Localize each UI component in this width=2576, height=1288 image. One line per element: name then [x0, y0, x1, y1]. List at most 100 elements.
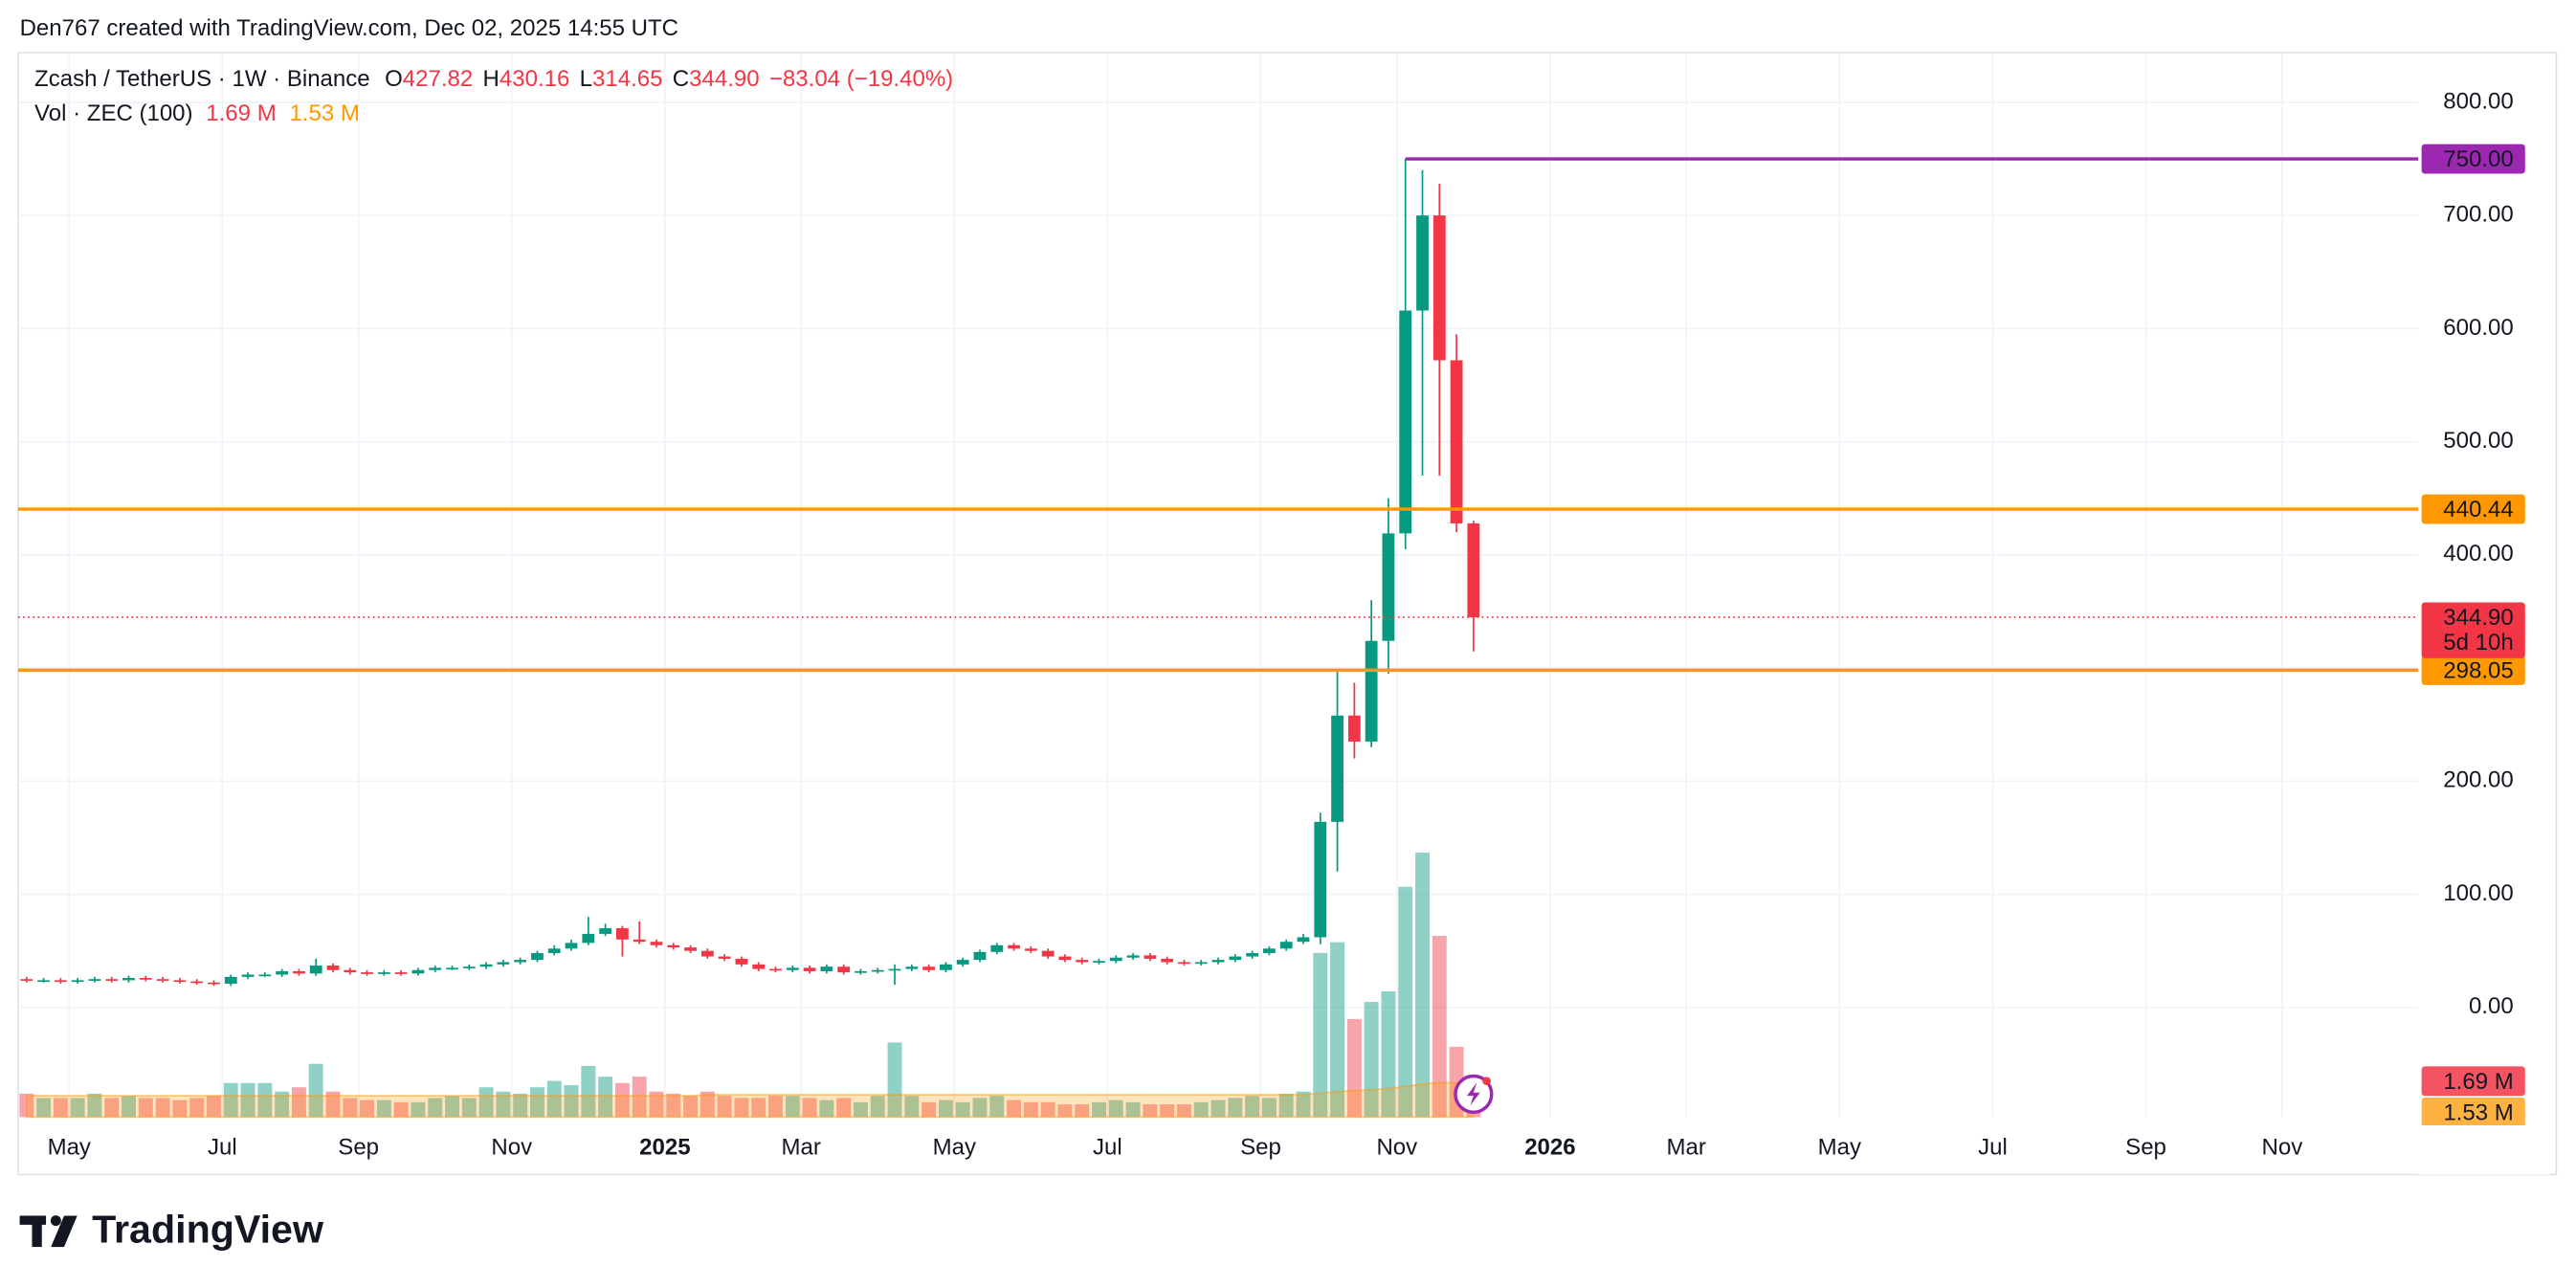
candle-body — [190, 981, 204, 984]
legend-change: −83.04 (−19.40%) — [769, 66, 953, 92]
y-tick-label: 100.00 — [2443, 880, 2513, 906]
volume-bar — [240, 1082, 255, 1118]
legend-symbol: Zcash / TetherUS · 1W · Binance — [34, 66, 370, 92]
candle-body — [156, 979, 169, 981]
volume-bar — [308, 1063, 323, 1118]
x-tick-label: Jul — [1093, 1134, 1122, 1160]
footer-text: TradingView — [92, 1208, 324, 1252]
volume-bar — [155, 1098, 170, 1118]
volume-bar — [904, 1096, 920, 1118]
volume-bar — [1278, 1093, 1294, 1118]
volume-ma-label-box — [2421, 1097, 2525, 1127]
volume-bar — [546, 1080, 562, 1118]
axis-bottom-mask — [2418, 1125, 2550, 1175]
candle-body — [1416, 215, 1429, 311]
candle-body — [973, 951, 987, 961]
volume-bar — [853, 1101, 868, 1118]
candle-body — [88, 979, 101, 981]
candle-body — [1008, 944, 1020, 949]
candle-body — [1144, 955, 1157, 959]
x-tick-label: Mar — [782, 1134, 821, 1160]
candle-body — [241, 974, 255, 977]
candle-body — [497, 962, 510, 965]
candle-body — [1399, 310, 1412, 534]
candle-body — [1161, 958, 1174, 963]
volume-ma-area — [25, 1081, 1475, 1119]
level-label-box — [2421, 144, 2525, 174]
candle-body — [922, 966, 936, 970]
candle-body — [956, 960, 969, 965]
volume-bar — [223, 1082, 238, 1118]
candle-body — [650, 942, 663, 945]
x-tick-label: Sep — [1240, 1134, 1281, 1160]
candle-body — [1347, 715, 1361, 742]
volume-bar — [887, 1042, 902, 1118]
logo-part — [32, 1215, 42, 1248]
volume-bar — [360, 1099, 375, 1118]
volume-bar — [768, 1096, 783, 1118]
candle-body — [1126, 955, 1140, 958]
candle-body — [684, 947, 697, 951]
volume-bar — [632, 1077, 647, 1118]
volume-bar — [1023, 1101, 1038, 1118]
y-tick-label: 800.00 — [2443, 88, 2513, 114]
volume-bar — [1245, 1096, 1260, 1118]
candle-body — [208, 982, 220, 985]
candle-body — [514, 960, 527, 963]
volume-bar — [291, 1087, 306, 1118]
x-tick-label: May — [933, 1134, 976, 1160]
volume-bar — [564, 1085, 579, 1118]
x-tick-label: 2026 — [1524, 1134, 1575, 1160]
volume-bar — [138, 1098, 153, 1118]
volume-legend-ma: 1.53 M — [289, 101, 359, 127]
volume-bar — [122, 1096, 136, 1118]
volume-bar — [1210, 1099, 1226, 1118]
candle-body — [616, 928, 629, 940]
x-tick-label: Jul — [208, 1134, 237, 1160]
legend-key: O — [385, 66, 403, 92]
volume-bar — [428, 1098, 443, 1118]
y-tick-label: 500.00 — [2443, 428, 2513, 454]
x-tick-label: Sep — [338, 1134, 379, 1160]
legend-key: H — [483, 66, 500, 92]
candle-body — [837, 966, 851, 973]
level-label: 298.05 — [2443, 657, 2513, 683]
candle-body — [122, 978, 135, 981]
candle-body — [1076, 960, 1089, 963]
volume-bar — [836, 1098, 852, 1118]
volume-bar — [1057, 1104, 1073, 1118]
volume-bar — [343, 1098, 358, 1118]
volume-bar — [1160, 1104, 1175, 1118]
volume-bar — [70, 1098, 85, 1118]
volume-bar — [938, 1099, 953, 1118]
volume-bar — [1261, 1098, 1277, 1118]
candle-body — [599, 928, 612, 934]
volume-bar — [614, 1082, 630, 1118]
candle-body — [803, 967, 816, 971]
x-tick-label: May — [48, 1134, 91, 1160]
x-tick-label: Nov — [1376, 1134, 1417, 1160]
volume-bar — [1346, 1018, 1362, 1118]
replay-icon-bolt — [1467, 1082, 1480, 1106]
candle-body — [20, 979, 33, 981]
candle-body — [1024, 948, 1037, 951]
candle-body — [1109, 957, 1122, 962]
volume-bar — [819, 1099, 834, 1118]
x-tick-label: 2025 — [639, 1134, 690, 1160]
candle-body — [1093, 961, 1105, 964]
candle-body — [258, 974, 272, 977]
candle-body — [565, 943, 578, 949]
volume-bar — [478, 1087, 494, 1118]
volume-bar — [1432, 935, 1447, 1118]
volume-bar — [104, 1098, 120, 1118]
candle-body — [667, 944, 680, 948]
volume-bar — [1330, 942, 1345, 1118]
candle-body — [718, 956, 731, 959]
volume-bar — [1381, 990, 1396, 1118]
volume-bar — [1176, 1104, 1191, 1118]
candle-body — [37, 980, 50, 983]
candle-body — [479, 964, 493, 967]
footer-logo — [19, 1215, 78, 1248]
candle-body — [1382, 533, 1395, 641]
